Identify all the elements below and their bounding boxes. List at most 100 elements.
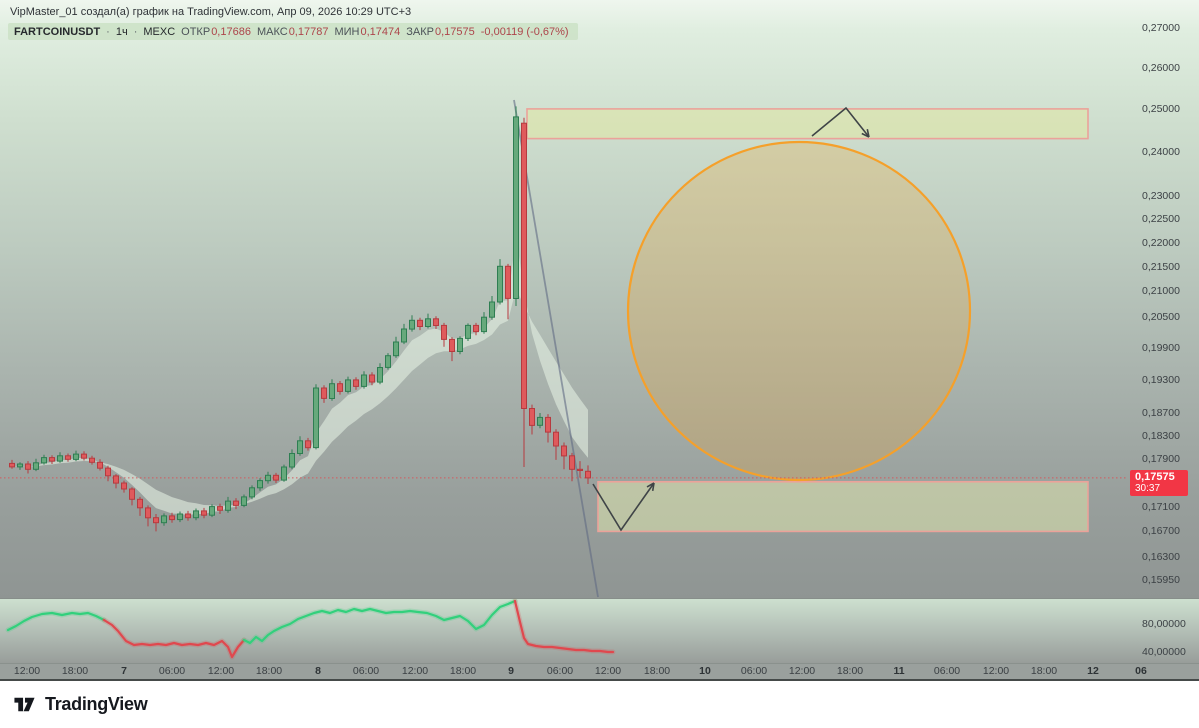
highlight-ellipse[interactable] bbox=[626, 140, 972, 482]
candle-body bbox=[49, 457, 55, 462]
time-axis-label: 12:00 bbox=[13, 665, 41, 677]
time-axis-day-label: 8 bbox=[315, 665, 321, 677]
candle-body bbox=[17, 463, 23, 468]
candle-body bbox=[137, 498, 143, 509]
candle-body bbox=[97, 461, 103, 469]
chart-canvas[interactable] bbox=[0, 0, 1199, 681]
candle-body bbox=[345, 379, 351, 392]
price-axis-label: 0,23000 bbox=[1142, 190, 1180, 202]
candle-body bbox=[537, 416, 543, 426]
attribution-text: VipMaster_01 создал(а) график на Trading… bbox=[10, 6, 412, 18]
candle-body bbox=[337, 383, 343, 392]
legend-exchange: MEXC bbox=[143, 25, 176, 38]
time-axis[interactable] bbox=[0, 663, 1199, 681]
candle-body bbox=[417, 319, 423, 327]
candle-body bbox=[233, 500, 239, 506]
candle-body bbox=[353, 379, 359, 387]
candle-body bbox=[121, 482, 127, 490]
candle-body bbox=[201, 510, 207, 516]
legend-separator: · bbox=[133, 25, 138, 38]
candle-body bbox=[561, 445, 567, 457]
price-axis-label: 0,25000 bbox=[1142, 103, 1180, 115]
time-axis-label: 18:00 bbox=[61, 665, 89, 677]
legend-symbol[interactable]: FARTCOINUSDT bbox=[14, 25, 101, 38]
candle-body bbox=[65, 455, 71, 460]
candle-body bbox=[545, 416, 551, 433]
time-axis-label: 12:00 bbox=[401, 665, 429, 677]
price-axis-label: 0,24000 bbox=[1142, 146, 1180, 158]
candle-body bbox=[249, 487, 255, 498]
zigzag-arrow-supply[interactable] bbox=[811, 106, 870, 138]
zigzag-arrow-demand[interactable] bbox=[592, 482, 655, 532]
legend-low: МИН 0,17474 bbox=[334, 25, 401, 38]
time-axis-label: 12:00 bbox=[207, 665, 235, 677]
candle-body bbox=[361, 374, 367, 387]
time-axis-day-label: 12 bbox=[1087, 665, 1099, 677]
time-axis-label: 12:00 bbox=[594, 665, 622, 677]
candle-body bbox=[41, 457, 47, 464]
price-axis-label: 0,21000 bbox=[1142, 285, 1180, 297]
candle-body bbox=[425, 318, 431, 327]
price-axis-label: 0,21500 bbox=[1142, 261, 1180, 273]
candle-body bbox=[393, 341, 399, 357]
tradingview-logo-link[interactable]: TradingView bbox=[13, 693, 148, 716]
legend-interval[interactable]: 1ч bbox=[115, 25, 128, 38]
time-axis-day-label: 7 bbox=[121, 665, 127, 677]
candle-body bbox=[369, 374, 375, 383]
time-axis-day-label: 10 bbox=[699, 665, 711, 677]
time-axis-label: 12:00 bbox=[788, 665, 816, 677]
demand-zone[interactable] bbox=[597, 480, 1089, 533]
time-axis-label: 18:00 bbox=[255, 665, 283, 677]
price-axis-label: 0,19900 bbox=[1142, 342, 1180, 354]
price-axis-label: 0,19300 bbox=[1142, 374, 1180, 386]
candle-body bbox=[401, 328, 407, 343]
time-axis-label: 06:00 bbox=[352, 665, 380, 677]
candles-layer bbox=[9, 106, 591, 532]
time-axis-label: 18:00 bbox=[836, 665, 864, 677]
candle-body bbox=[209, 506, 215, 516]
time-axis-day-label: 11 bbox=[893, 665, 905, 677]
candle-body bbox=[241, 496, 247, 506]
candle-body bbox=[177, 513, 183, 521]
time-axis-label: 18:00 bbox=[1030, 665, 1058, 677]
candle-body bbox=[281, 466, 287, 481]
indicator-pane[interactable] bbox=[0, 598, 1199, 663]
candle-body bbox=[385, 355, 391, 368]
trend-line[interactable] bbox=[513, 99, 599, 598]
price-axis-label: 0,15950 bbox=[1142, 574, 1180, 586]
time-axis-day-label: 06 bbox=[1135, 665, 1147, 677]
supply-zone[interactable] bbox=[526, 108, 1089, 140]
candle-body bbox=[441, 324, 447, 340]
time-axis-label: 06:00 bbox=[740, 665, 768, 677]
symbol-legend[interactable]: FARTCOINUSDT · 1ч · MEXC ОТКР 0,17686 МА… bbox=[8, 23, 578, 40]
price-axis-label: 0,18300 bbox=[1142, 430, 1180, 442]
price-axis-label: 0,22500 bbox=[1142, 213, 1180, 225]
oscillator-line bbox=[5, 598, 616, 660]
bar-countdown: 30:37 bbox=[1135, 483, 1161, 494]
candle-body bbox=[513, 116, 519, 300]
candle-body bbox=[225, 500, 231, 511]
time-axis-label: 06:00 bbox=[158, 665, 186, 677]
candle-body bbox=[9, 462, 15, 468]
candle-body bbox=[497, 265, 503, 303]
candle-body bbox=[465, 324, 471, 339]
time-axis-label: 18:00 bbox=[449, 665, 477, 677]
candle-body bbox=[89, 457, 95, 463]
price-axis-label: 0,16300 bbox=[1142, 551, 1180, 563]
candle-body bbox=[521, 122, 527, 409]
candle-body bbox=[321, 387, 327, 399]
tradingview-wordmark: TradingView bbox=[45, 694, 148, 714]
indicator-axis-label: 80,00000 bbox=[1142, 618, 1186, 630]
candle-body bbox=[297, 440, 303, 454]
candle-body bbox=[105, 467, 111, 477]
candle-body bbox=[457, 337, 463, 352]
time-axis-label: 06:00 bbox=[546, 665, 574, 677]
indicator-axis-label: 40,00000 bbox=[1142, 646, 1186, 658]
candle-body bbox=[553, 431, 559, 447]
legend-change: -0,00119 (-0,67%) bbox=[480, 25, 569, 38]
current-price: 0,17575 bbox=[1135, 471, 1175, 483]
candle-body bbox=[33, 462, 39, 470]
candle-body bbox=[25, 463, 31, 470]
candle-body bbox=[329, 383, 335, 400]
